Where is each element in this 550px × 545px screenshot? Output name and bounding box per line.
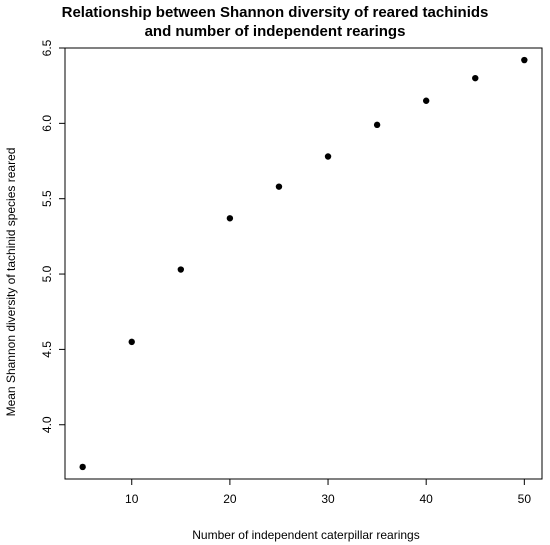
x-tick-label: 20 xyxy=(223,492,237,506)
x-tick-label: 40 xyxy=(420,492,434,506)
y-tick-label: 6.0 xyxy=(40,115,54,132)
y-tick-label: 6.5 xyxy=(40,39,54,56)
y-tick-label: 4.0 xyxy=(40,416,54,433)
data-point xyxy=(521,56,528,64)
data-point xyxy=(422,97,430,104)
chart-title-line-1: Relationship between Shannon diversity o… xyxy=(61,4,489,21)
y-tick-label: 5.0 xyxy=(40,265,54,282)
x-tick-label: 10 xyxy=(125,492,139,506)
y-axis: 4.0 4.5 5.0 5.5 6.0 6.5 xyxy=(40,39,65,433)
chart-title: Relationship between Shannon diversity o… xyxy=(0,3,550,41)
x-tick-label: 50 xyxy=(518,492,532,506)
y-tick-label: 4.5 xyxy=(40,341,54,358)
data-point xyxy=(128,338,135,346)
data-points xyxy=(79,56,528,471)
data-point xyxy=(472,74,479,82)
data-point xyxy=(177,266,185,273)
y-tick-label: 5.5 xyxy=(40,190,54,207)
data-point xyxy=(226,215,234,222)
data-point xyxy=(275,183,283,190)
x-axis: 10 20 30 40 50 xyxy=(125,479,531,506)
x-axis-label: Number of independent caterpillar rearin… xyxy=(192,528,419,542)
x-tick-label: 30 xyxy=(321,492,335,506)
data-point xyxy=(79,463,86,471)
data-point xyxy=(324,153,332,160)
chart-title-line-2: and number of independent rearings xyxy=(144,23,406,40)
y-axis-label: Mean Shannon diversity of tachinid speci… xyxy=(4,148,18,417)
data-point xyxy=(373,121,381,129)
plot-frame xyxy=(64,47,543,480)
